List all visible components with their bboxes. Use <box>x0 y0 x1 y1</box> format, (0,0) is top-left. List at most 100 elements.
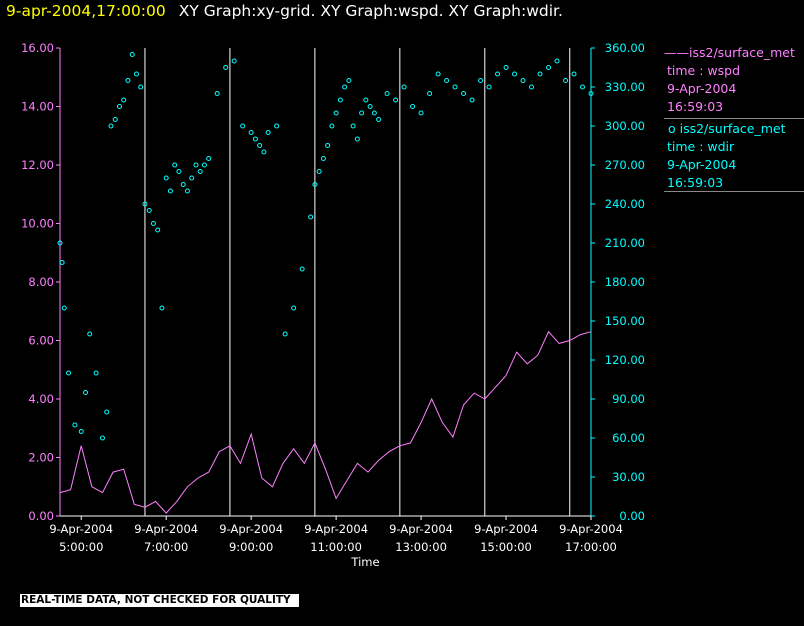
legend: ——iss2/surface_met time : wspd 9-Apr-200… <box>664 44 804 192</box>
wdir-point <box>57 240 63 246</box>
wdir-point <box>371 110 377 116</box>
header-graph-names: XY Graph:xy-grid. XY Graph:wspd. XY Grap… <box>178 2 563 20</box>
wdir-point <box>108 123 114 129</box>
wdir-point <box>125 78 131 83</box>
wdir-point <box>376 117 382 122</box>
wdir-point <box>99 435 105 441</box>
wdir-point <box>503 65 509 70</box>
wdir-point <box>401 84 407 90</box>
left-tick-label: 0.00 <box>28 509 54 523</box>
wdir-point <box>184 188 190 194</box>
wdir-point <box>201 162 207 168</box>
tick-labels: 0.00 2.00 4.00 6.00 8.00 10.00 12.00 14.00 16.00… <box>21 41 645 569</box>
wdir-point <box>554 58 560 64</box>
wdir-point <box>452 84 458 90</box>
legend-wdir-time: 16:59:03 <box>667 175 724 190</box>
axes <box>56 47 595 520</box>
right-tick-label: 90.00 <box>612 392 645 406</box>
x-tick-time: 13:00:00 <box>395 540 447 554</box>
wdir-point <box>167 188 173 194</box>
right-tick-label: 60.00 <box>612 431 645 445</box>
left-tick-label: 6.00 <box>28 334 54 348</box>
legend-wdir-label: iss2/surface_met <box>679 121 786 136</box>
wdir-point <box>59 260 65 265</box>
x-tick-date: 9-Apr-2004 <box>304 522 368 536</box>
wdir-point <box>265 130 271 135</box>
wdir-point <box>257 143 263 148</box>
wdir-point <box>588 91 594 96</box>
wdir-point <box>316 169 322 174</box>
wdir-point <box>354 136 360 142</box>
vertical-grid <box>144 48 571 516</box>
wdir-point <box>176 169 182 174</box>
right-tick-label: 150.00 <box>605 314 645 328</box>
legend-wdir: o iss2/surface_met time : wdir 9-Apr-200… <box>664 120 804 192</box>
legend-wspd-date: 9-Apr-2004 <box>667 81 737 96</box>
wdir-point <box>546 65 552 70</box>
wdir-point <box>82 390 88 395</box>
legend-wdir-date: 9-Apr-2004 <box>667 157 737 172</box>
wdir-point <box>350 123 356 129</box>
wdir-point <box>65 370 71 376</box>
wdir-point <box>410 104 416 109</box>
wdir-point <box>520 78 526 83</box>
right-tick-label: 270.00 <box>605 158 645 172</box>
wdir-point <box>469 97 475 103</box>
wdir-point <box>180 182 186 187</box>
header-datetime: 9-apr-2004,17:00:00 <box>6 2 166 20</box>
wdir-point <box>206 156 212 161</box>
wdir-point <box>571 71 577 77</box>
wdir-point <box>486 84 492 90</box>
wdir-point <box>240 123 246 129</box>
wdir-point <box>172 162 178 168</box>
wspd-line <box>59 330 592 514</box>
wdir-point <box>363 97 369 103</box>
wdir-point <box>393 97 399 103</box>
wdir-point <box>342 84 348 90</box>
x-tick-date: 9-Apr-2004 <box>389 522 453 536</box>
wdir-point <box>329 123 335 129</box>
x-tick-time: 5:00:00 <box>59 540 103 554</box>
wdir-point <box>104 409 110 415</box>
wdir-point <box>384 91 390 96</box>
wdir-point <box>155 227 161 233</box>
left-tick-label: 4.00 <box>28 392 54 406</box>
wdir-point <box>138 84 144 90</box>
left-tick-label: 14.00 <box>21 100 54 114</box>
wdir-point <box>150 221 156 226</box>
wdir-point <box>512 71 518 77</box>
wdir-point <box>461 91 467 96</box>
wdir-point <box>537 71 543 77</box>
wdir-point <box>308 214 314 220</box>
wdir-point <box>346 78 352 83</box>
right-tick-label: 30.00 <box>612 470 645 484</box>
legend-wspd-time: 16:59:03 <box>667 99 724 114</box>
wdir-point <box>478 78 484 83</box>
chart-header: 9-apr-2004,17:00:00 XY Graph:xy-grid. XY… <box>6 2 563 20</box>
wdir-point <box>529 84 535 90</box>
wdir-point <box>495 71 501 77</box>
x-tick-date: 9-Apr-2004 <box>219 522 283 536</box>
x-tick-time: 7:00:00 <box>144 540 188 554</box>
legend-wspd-label: iss2/surface_met <box>689 45 795 60</box>
legend-wspd-field: time : wspd <box>667 63 741 78</box>
wdir-point <box>61 305 67 311</box>
legend-wdir-field: time : wdir <box>667 139 735 154</box>
legend-divider <box>664 191 804 192</box>
wdir-point <box>325 143 331 148</box>
wdir-point <box>312 182 318 187</box>
wdir-point <box>261 149 267 155</box>
wdir-point <box>189 175 195 181</box>
wdir-point <box>146 208 152 213</box>
wdir-point <box>129 52 135 57</box>
legend-divider <box>664 118 804 119</box>
wdir-point <box>163 175 169 181</box>
legend-wspd: ——iss2/surface_met time : wspd 9-Apr-200… <box>664 44 804 116</box>
left-tick-label: 2.00 <box>28 451 54 465</box>
wdir-point <box>563 78 569 83</box>
wdir-point <box>274 123 280 129</box>
wdir-point <box>427 91 433 96</box>
x-tick-time: 9:00:00 <box>229 540 273 554</box>
wdir-point <box>223 65 229 70</box>
